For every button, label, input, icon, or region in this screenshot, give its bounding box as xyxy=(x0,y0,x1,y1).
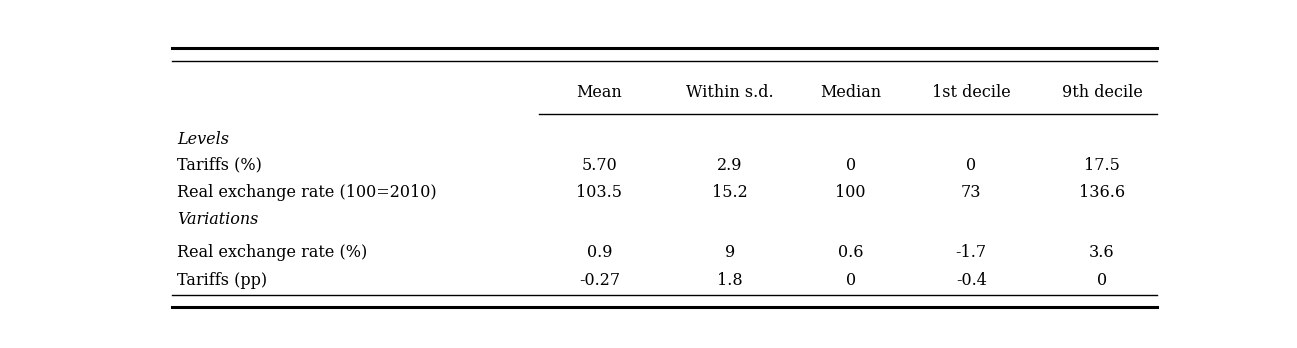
Text: 0.6: 0.6 xyxy=(838,244,864,261)
Text: 2.9: 2.9 xyxy=(717,157,743,174)
Text: 3.6: 3.6 xyxy=(1089,244,1115,261)
Text: -0.27: -0.27 xyxy=(578,272,620,289)
Text: 15.2: 15.2 xyxy=(712,184,748,201)
Text: 136.6: 136.6 xyxy=(1079,184,1124,201)
Text: 100: 100 xyxy=(835,184,866,201)
Text: Mean: Mean xyxy=(576,84,623,101)
Text: -0.4: -0.4 xyxy=(956,272,987,289)
Text: 0: 0 xyxy=(966,157,977,174)
Text: 1.8: 1.8 xyxy=(717,272,743,289)
Text: Variations: Variations xyxy=(178,212,258,228)
Text: 1st decile: 1st decile xyxy=(933,84,1010,101)
Text: 9: 9 xyxy=(725,244,735,261)
Text: 0.9: 0.9 xyxy=(586,244,612,261)
Text: 0: 0 xyxy=(846,157,856,174)
Text: 17.5: 17.5 xyxy=(1084,157,1119,174)
Text: 0: 0 xyxy=(1097,272,1108,289)
Text: 5.70: 5.70 xyxy=(581,157,617,174)
Text: 9th decile: 9th decile xyxy=(1061,84,1143,101)
Text: 73: 73 xyxy=(961,184,982,201)
Text: Median: Median xyxy=(820,84,881,101)
Text: 103.5: 103.5 xyxy=(576,184,623,201)
Text: Tariffs (pp): Tariffs (pp) xyxy=(178,272,267,289)
Text: Real exchange rate (%): Real exchange rate (%) xyxy=(178,244,367,261)
Text: 0: 0 xyxy=(846,272,856,289)
Text: Within s.d.: Within s.d. xyxy=(686,84,774,101)
Text: Real exchange rate (100=2010): Real exchange rate (100=2010) xyxy=(178,184,437,201)
Text: Levels: Levels xyxy=(178,131,230,148)
Text: -1.7: -1.7 xyxy=(956,244,987,261)
Text: Tariffs (%): Tariffs (%) xyxy=(178,157,262,174)
